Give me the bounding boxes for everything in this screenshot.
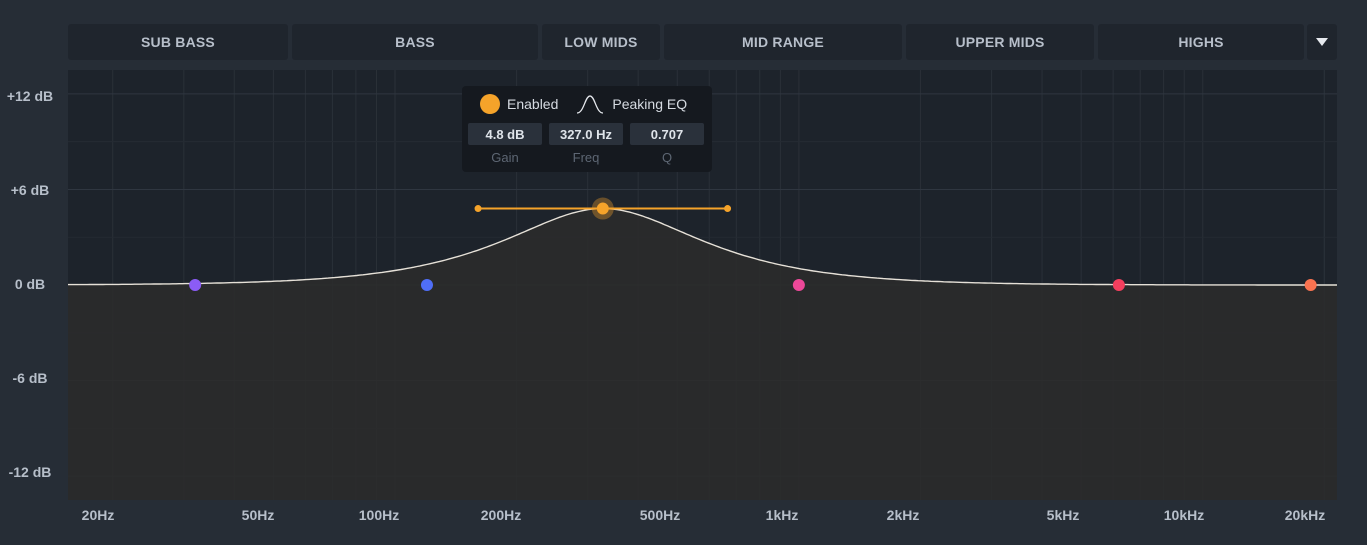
filter-settings-popup: Enabled Peaking EQ 4.8 dB 327.0 Hz 0.707… <box>462 86 712 172</box>
x-tick-label: 1kHz <box>765 507 799 523</box>
y-tick-label: -6 dB <box>12 370 48 386</box>
bandwidth-handle-right[interactable] <box>724 205 732 213</box>
q-label: Q <box>661 150 673 165</box>
x-tick-label: 5kHz <box>1046 507 1080 523</box>
x-tick-label: 100Hz <box>358 507 400 523</box>
y-tick-label: +12 dB <box>6 88 54 104</box>
gain-value-field[interactable]: 4.8 dB <box>468 123 542 145</box>
enabled-label: Enabled <box>507 96 559 112</box>
x-tick-label: 20kHz <box>1284 507 1326 523</box>
bandwidth-handle-left[interactable] <box>474 205 482 213</box>
y-tick-label: +6 dB <box>10 182 50 198</box>
gain-label: Gain <box>491 150 519 165</box>
band-dropdown-button[interactable] <box>1307 24 1337 60</box>
filter-handle[interactable] <box>420 279 433 291</box>
response-curve-fill <box>68 208 1337 500</box>
band-low-mids-button[interactable]: LOW MIDS <box>542 24 660 60</box>
filter-handle[interactable] <box>1112 279 1125 291</box>
band-upper-mids-button[interactable]: UPPER MIDS <box>906 24 1094 60</box>
band-highs-button[interactable]: HIGHS <box>1098 24 1304 60</box>
x-tick-label: 2kHz <box>886 507 920 523</box>
eq-graph[interactable] <box>68 70 1337 500</box>
x-tick-label: 50Hz <box>241 507 275 523</box>
filter-handle[interactable] <box>189 279 202 291</box>
x-tick-label: 10kHz <box>1163 507 1205 523</box>
band-sub-bass-button[interactable]: SUB BASS <box>68 24 288 60</box>
x-tick-label: 500Hz <box>639 507 681 523</box>
band-mid-range-button[interactable]: MID RANGE <box>664 24 902 60</box>
x-tick-label: 20Hz <box>81 507 115 523</box>
q-value-field[interactable]: 0.707 <box>630 123 704 145</box>
response-curve <box>68 207 1337 286</box>
filter-handle[interactable] <box>1304 279 1317 291</box>
y-tick-label: 0 dB <box>14 276 46 292</box>
x-tick-label: 200Hz <box>480 507 522 523</box>
chevron-down-icon <box>1316 38 1328 46</box>
freq-value-field[interactable]: 327.0 Hz <box>549 123 623 145</box>
band-bass-button[interactable]: BASS <box>292 24 538 60</box>
filter-handle[interactable] <box>596 202 609 215</box>
enabled-toggle[interactable] <box>480 94 500 114</box>
freq-label: Freq <box>572 150 600 165</box>
y-tick-label: -12 dB <box>8 464 52 480</box>
filter-handle[interactable] <box>792 279 805 291</box>
peaking-eq-icon[interactable] <box>576 94 604 114</box>
eq-graph-canvas[interactable] <box>68 70 1337 500</box>
filter-type-label[interactable]: Peaking EQ <box>612 96 688 112</box>
